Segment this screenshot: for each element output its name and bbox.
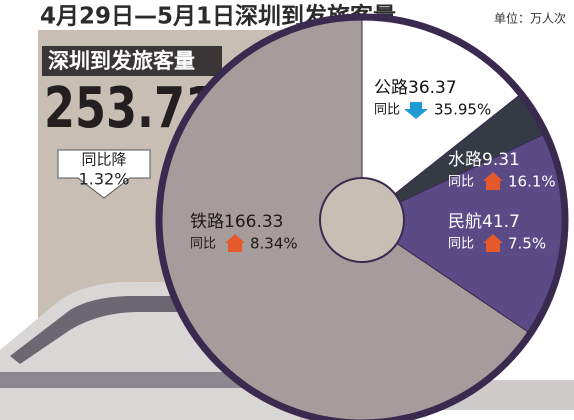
yoy-value: 8.34%	[250, 235, 298, 253]
yoy-prefix: 同比	[374, 103, 400, 118]
yoy-value: 7.5%	[508, 235, 546, 253]
trend-arrow	[404, 102, 428, 119]
category-name: 水路	[448, 150, 482, 170]
yoy-value: 35.95%	[434, 101, 491, 119]
segment-value: 36.37	[408, 78, 457, 98]
segment-value: 9.31	[482, 150, 520, 170]
total-label: 深圳到发旅客量	[48, 49, 195, 73]
trend-arrow	[483, 172, 503, 190]
segment-value: 41.7	[482, 212, 520, 232]
donut-border	[155, 13, 569, 420]
total-change-label: 同比降	[81, 151, 126, 169]
segment-label: 公路36.37	[374, 78, 457, 98]
category-name: 公路	[374, 78, 408, 98]
total-change-box	[57, 149, 151, 199]
total-label-box	[42, 46, 222, 76]
yoy-prefix: 同比	[190, 237, 216, 252]
category-name: 铁路	[190, 212, 224, 232]
unit-label: 单位：万人次	[494, 11, 566, 26]
segment-label: 水路9.31	[448, 150, 520, 170]
yoy-prefix: 同比	[448, 237, 474, 252]
segment-label: 铁路166.33	[190, 212, 283, 232]
total-change: 1.32%	[79, 170, 130, 189]
yoy-prefix: 同比	[448, 175, 474, 190]
trend-arrow	[225, 234, 245, 252]
yoy-value: 16.1%	[508, 173, 556, 191]
category-name: 民航	[448, 212, 482, 232]
donut-hole	[319, 177, 405, 263]
segment-value: 166.33	[224, 212, 283, 232]
trend-arrow	[483, 234, 503, 252]
segment-label: 民航41.7	[448, 212, 520, 232]
